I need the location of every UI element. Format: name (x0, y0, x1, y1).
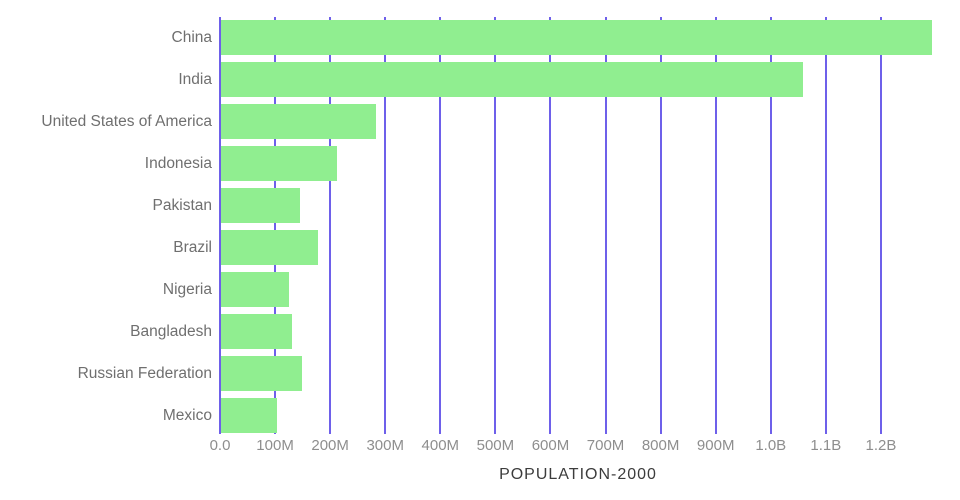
category-label: United States of America (41, 113, 212, 130)
x-tick-label: 0.0 (209, 437, 231, 454)
chart-title: POPULATION-2000 (499, 466, 657, 483)
x-tick-label: 1.0B (755, 437, 787, 454)
category-label: Brazil (173, 239, 212, 256)
gridline (439, 17, 442, 434)
bar-indonesia[interactable] (221, 146, 338, 181)
bar-brazil[interactable] (221, 230, 318, 265)
x-tick-label: 900M (696, 437, 735, 454)
category-label: Bangladesh (130, 323, 212, 340)
gridline (879, 17, 882, 434)
x-tick-label: 100M (256, 437, 294, 454)
gridline (714, 17, 717, 434)
bar-nigeria[interactable] (221, 272, 289, 307)
gridline (659, 17, 662, 434)
gridline (219, 17, 221, 434)
gridline (769, 17, 772, 434)
gridline (329, 17, 332, 434)
x-tick-label: 500M (476, 437, 515, 454)
y-axis-category-labels: China India United States of America Indone… (0, 17, 212, 434)
gridline (604, 17, 607, 434)
bar-russian-federation[interactable] (221, 356, 302, 391)
category-label: Mexico (162, 407, 212, 424)
x-axis: 0.0 100M 200M 300M 400M 500M 600M 700M 800M 900M 1… (210, 437, 936, 457)
category-label: China (171, 29, 213, 46)
x-tick-label: 1.1B (810, 437, 842, 454)
gridline (384, 17, 387, 434)
x-tick-label: 300M (366, 437, 404, 454)
bar-india[interactable] (221, 62, 803, 97)
gridline (549, 17, 552, 434)
x-tick-label: 400M (421, 437, 460, 454)
gridline (274, 17, 277, 434)
gridline (494, 17, 497, 434)
bar-united-states-of-america[interactable] (221, 104, 377, 139)
bar-bangladesh[interactable] (221, 314, 293, 349)
bar-mexico[interactable] (221, 398, 277, 433)
category-label: Indonesia (144, 155, 212, 172)
x-tick-label: 700M (586, 437, 625, 454)
plot-area (219, 17, 936, 434)
x-tick-label: 600M (531, 437, 570, 454)
x-tick-label: 200M (311, 437, 349, 454)
x-tick-label: 1.2B (865, 437, 897, 454)
x-tick-label: 800M (641, 437, 680, 454)
category-label: Nigeria (162, 281, 212, 298)
category-label: Russian Federation (77, 365, 212, 382)
bar-china[interactable] (221, 20, 933, 55)
category-label: India (178, 71, 212, 88)
gridline (824, 17, 827, 434)
bar-pakistan[interactable] (221, 188, 300, 223)
category-label: Pakistan (152, 197, 212, 214)
